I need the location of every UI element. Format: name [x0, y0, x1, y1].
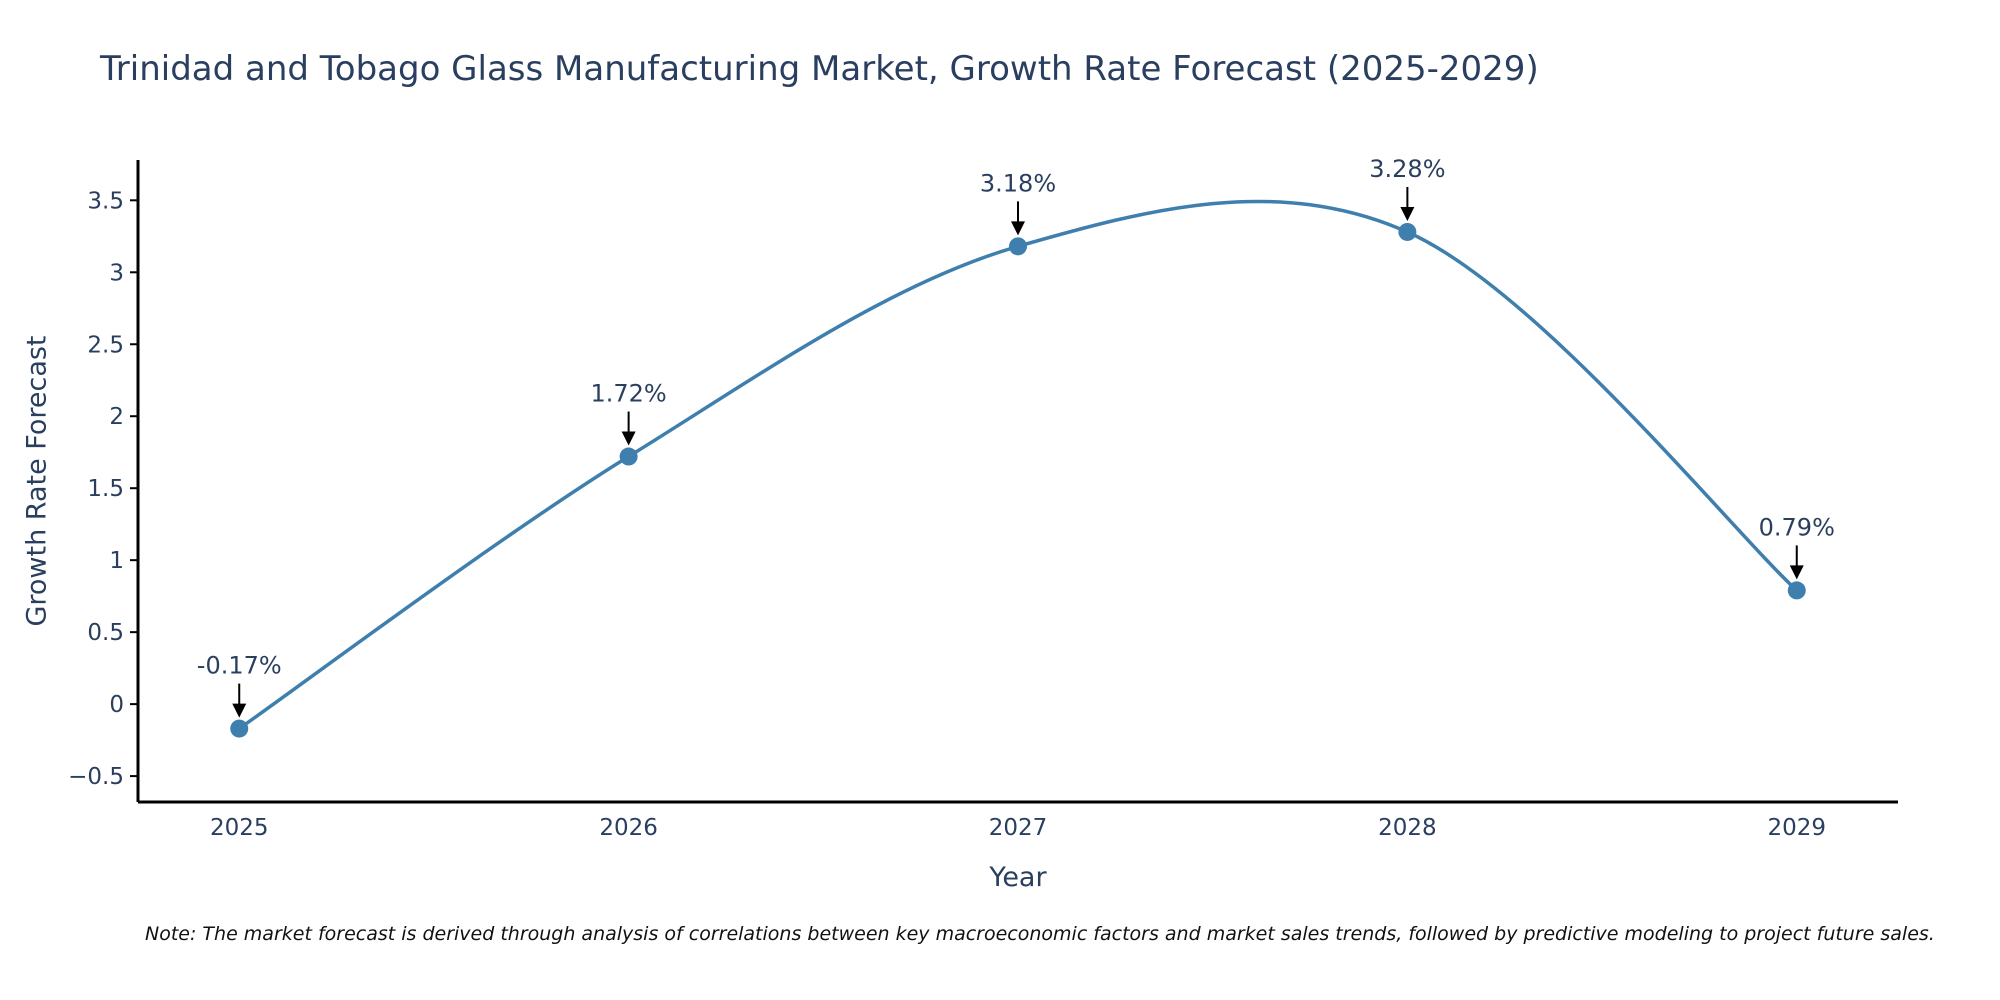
annotation-arrow-head [1789, 565, 1804, 580]
y-tick-label: 2 [109, 404, 124, 430]
x-tick-label: 2025 [210, 815, 269, 841]
x-tick-label: 2028 [1378, 815, 1437, 841]
y-tick-label: 2.5 [87, 332, 124, 358]
y-axis-ticks: −0.5 0 0.5 1 1.5 2 2.5 3 3.5 [68, 188, 138, 790]
data-point [1398, 222, 1417, 241]
data-label: 3.28% [1369, 155, 1445, 183]
chart-title: Trinidad and Tobago Glass Manufacturing … [99, 49, 1539, 89]
y-tick-label: 3.5 [87, 188, 124, 214]
data-label: -0.17% [197, 652, 282, 680]
data-label: 0.79% [1759, 513, 1835, 541]
y-tick-label: 0 [109, 692, 124, 718]
annotation-arrow-head [621, 431, 636, 446]
y-axis-title: Growth Rate Forecast [21, 335, 52, 626]
x-tick-label: 2026 [599, 815, 658, 841]
annotation-arrow-head [1011, 221, 1025, 236]
y-tick-label: 1 [109, 548, 124, 574]
y-tick-label: 1.5 [87, 476, 124, 502]
data-point [619, 447, 638, 466]
series-line [238, 199, 1798, 731]
data-label: 1.72% [590, 380, 666, 408]
x-axis-title: Year [988, 862, 1047, 893]
annotation-arrow-head [1400, 206, 1415, 221]
x-tick-label: 2027 [989, 815, 1048, 841]
y-tick-label: 3 [109, 260, 124, 286]
data-point [1787, 581, 1806, 600]
annotation-arrow-head [232, 703, 247, 718]
data-label: 3.18% [980, 169, 1056, 197]
x-tick-label: 2029 [1767, 815, 1826, 841]
chart-note: Note: The market forecast is derived thr… [145, 923, 1935, 945]
data-point [230, 719, 249, 738]
y-tick-label: −0.5 [68, 764, 124, 790]
y-tick-label: 0.5 [87, 620, 124, 646]
x-axis-ticks: 2025 2026 2027 2028 2029 [210, 815, 1826, 841]
plot-area: -0.17% 1.72% 3.18% 3.28% 0.79% [197, 155, 1835, 738]
data-point [1009, 237, 1027, 256]
